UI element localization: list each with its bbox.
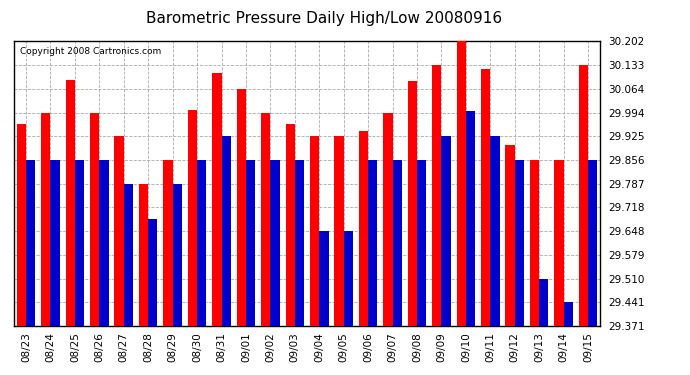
Bar xyxy=(26,160,35,326)
Text: Barometric Pressure Daily High/Low 20080916: Barometric Pressure Daily High/Low 20080… xyxy=(146,11,502,26)
Bar xyxy=(393,160,402,326)
Bar xyxy=(417,160,426,326)
Bar xyxy=(90,112,99,326)
Bar xyxy=(164,160,172,326)
Bar xyxy=(466,111,475,326)
Bar xyxy=(408,81,417,326)
Bar xyxy=(197,160,206,326)
Bar xyxy=(432,65,442,326)
Bar xyxy=(335,136,344,326)
Bar xyxy=(491,136,500,326)
Bar xyxy=(115,136,124,326)
Bar xyxy=(564,302,573,326)
Bar xyxy=(506,145,515,326)
Bar xyxy=(172,184,182,326)
Bar xyxy=(237,88,246,326)
Bar xyxy=(588,160,598,326)
Bar xyxy=(50,160,60,326)
Bar xyxy=(124,184,133,326)
Bar xyxy=(442,136,451,326)
Bar xyxy=(457,41,466,326)
Bar xyxy=(66,80,75,326)
Bar xyxy=(359,131,368,326)
Bar xyxy=(139,184,148,326)
Bar xyxy=(270,160,279,326)
Text: Copyright 2008 Cartronics.com: Copyright 2008 Cartronics.com xyxy=(19,47,161,56)
Bar xyxy=(295,160,304,326)
Bar xyxy=(368,160,377,326)
Bar xyxy=(17,124,26,326)
Bar xyxy=(319,231,328,326)
Bar xyxy=(530,160,539,326)
Bar xyxy=(148,219,157,326)
Bar xyxy=(261,112,270,326)
Bar xyxy=(246,160,255,326)
Bar xyxy=(188,110,197,326)
Bar xyxy=(213,74,221,326)
Bar xyxy=(384,112,393,326)
Bar xyxy=(221,136,230,326)
Bar xyxy=(286,124,295,326)
Bar xyxy=(41,112,50,326)
Bar xyxy=(515,160,524,326)
Bar xyxy=(579,65,588,326)
Bar xyxy=(481,69,491,326)
Bar xyxy=(344,231,353,326)
Bar xyxy=(539,279,549,326)
Bar xyxy=(75,160,84,326)
Bar xyxy=(99,160,108,326)
Bar xyxy=(310,136,319,326)
Bar xyxy=(554,160,564,326)
